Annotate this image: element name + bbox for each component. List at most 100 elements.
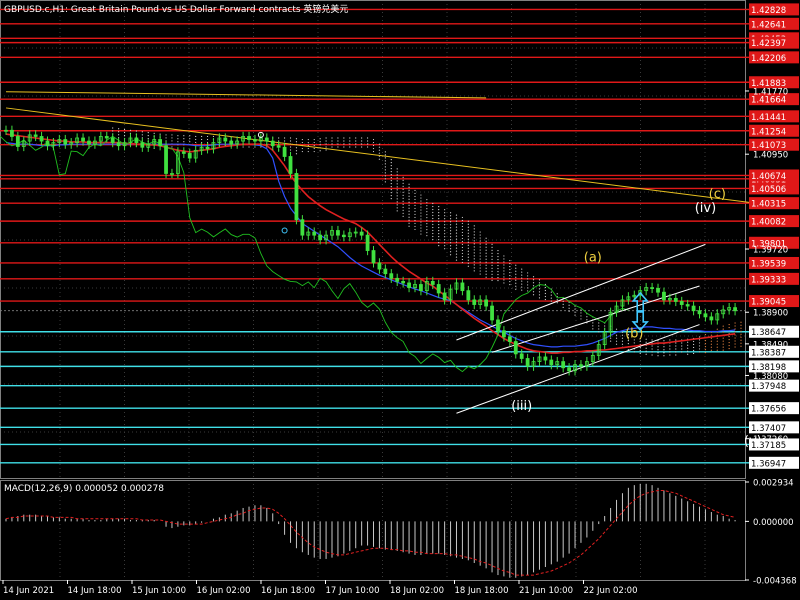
candle-body — [727, 307, 732, 311]
cloud-dot — [615, 334, 618, 336]
cloud-dot — [479, 243, 481, 245]
red-level-label-bg — [749, 236, 799, 249]
cloud-dot — [396, 177, 398, 179]
cloud-dot — [503, 276, 505, 278]
cloud-dot — [349, 143, 351, 145]
cloud-dot — [467, 247, 469, 249]
cloud-dot — [544, 295, 546, 298]
cloud-dot — [426, 211, 428, 213]
candle-body — [703, 313, 708, 318]
cloud-dot — [681, 348, 683, 350]
cloud-dot — [438, 224, 440, 226]
wave-label: (b) — [625, 327, 643, 342]
cloud-dot — [497, 279, 499, 282]
candle-body — [632, 294, 637, 298]
cloud-dot — [521, 277, 523, 279]
candle-body — [146, 143, 151, 148]
candle-body — [667, 297, 672, 301]
cloud-dot — [615, 340, 618, 342]
cloud-dot — [479, 252, 481, 254]
indicator-lines — [0, 91, 771, 414]
price-tick-label: 1.41770 — [753, 87, 788, 97]
ma-blue-line — [5, 142, 736, 348]
cloud-dot — [319, 150, 321, 152]
cloud-dot — [408, 219, 410, 221]
cloud-dot — [337, 146, 339, 148]
red-level-label: 1.39333 — [751, 275, 786, 285]
macd-signal-line — [5, 490, 736, 576]
red-level-label-bg — [749, 182, 799, 195]
candle-body — [525, 358, 530, 367]
cloud-dot — [402, 209, 404, 211]
candle-body — [75, 137, 80, 144]
cloud-dot — [473, 252, 475, 254]
cloud-dot — [621, 337, 624, 339]
cloud-dot — [420, 224, 422, 226]
cloud-dot — [657, 346, 659, 348]
candle-body — [270, 140, 275, 147]
cloud-dot — [710, 346, 712, 348]
cloud-dot — [396, 198, 398, 200]
cloud-dot — [467, 259, 469, 261]
cloud-dot — [633, 339, 635, 341]
cyan-level-label-bg — [749, 456, 799, 469]
cloud-dot — [485, 255, 487, 257]
cloud-dot — [171, 146, 173, 148]
cloud-dot — [343, 146, 345, 148]
cloud-dot — [438, 221, 440, 223]
macd-panel-border — [0, 480, 746, 581]
cloud-dot — [687, 344, 689, 346]
cloud-dot — [473, 264, 475, 266]
candle-body — [318, 234, 323, 241]
time-tick-label: 17 Jun 10:00 — [326, 586, 380, 596]
cloud-dot — [515, 288, 517, 290]
cloud-dot — [698, 351, 701, 353]
cloud-dot — [562, 306, 564, 308]
cloud-dot — [461, 258, 464, 261]
cloud-dot — [444, 233, 446, 235]
cloud-dot — [633, 336, 635, 338]
cloud-dot — [728, 347, 730, 350]
cloud-dot — [420, 233, 422, 235]
cyan-level-label: 1.37407 — [751, 424, 786, 434]
cloud-dot — [372, 144, 375, 147]
candle-body — [21, 140, 26, 147]
cloud-dot — [337, 140, 339, 142]
cloud-dot — [159, 133, 161, 135]
cloud-dot — [544, 292, 546, 295]
cloud-dot — [396, 201, 398, 203]
cloud-dot — [473, 246, 475, 248]
cloud-dot — [681, 345, 683, 347]
cloud-dot — [295, 138, 298, 140]
cloud-dot — [461, 240, 464, 243]
cloud-dot — [355, 137, 357, 139]
cloud-dot — [343, 137, 345, 139]
red-level-label-bg — [749, 51, 799, 64]
cloud-dot — [734, 328, 736, 330]
cyan-level-label-bg — [749, 402, 799, 415]
cloud-dot — [390, 176, 392, 179]
cloud-dot — [384, 157, 386, 159]
cloud-dot — [485, 249, 487, 251]
trendline-channel-upper — [456, 243, 706, 341]
cloud-dot — [402, 206, 404, 208]
cloud-dot — [414, 219, 416, 222]
cloud-dot — [574, 311, 576, 313]
chikou-line — [0, 135, 629, 373]
wave-label: (iv) — [695, 201, 716, 216]
cloud-dot — [716, 349, 718, 351]
cloud-dot — [408, 201, 410, 203]
candle-body — [300, 219, 305, 236]
candle-body — [258, 137, 263, 142]
candle-body — [98, 136, 103, 142]
cloud-dot — [527, 275, 529, 277]
cloud-dot — [455, 238, 458, 240]
candle-body — [555, 361, 560, 366]
cloud-dot — [295, 141, 298, 143]
cloud-dot — [479, 237, 481, 239]
cloud-dot — [479, 273, 481, 275]
cloud-dot — [438, 209, 440, 211]
cloud-dot — [527, 290, 529, 292]
candle-body — [496, 319, 500, 332]
